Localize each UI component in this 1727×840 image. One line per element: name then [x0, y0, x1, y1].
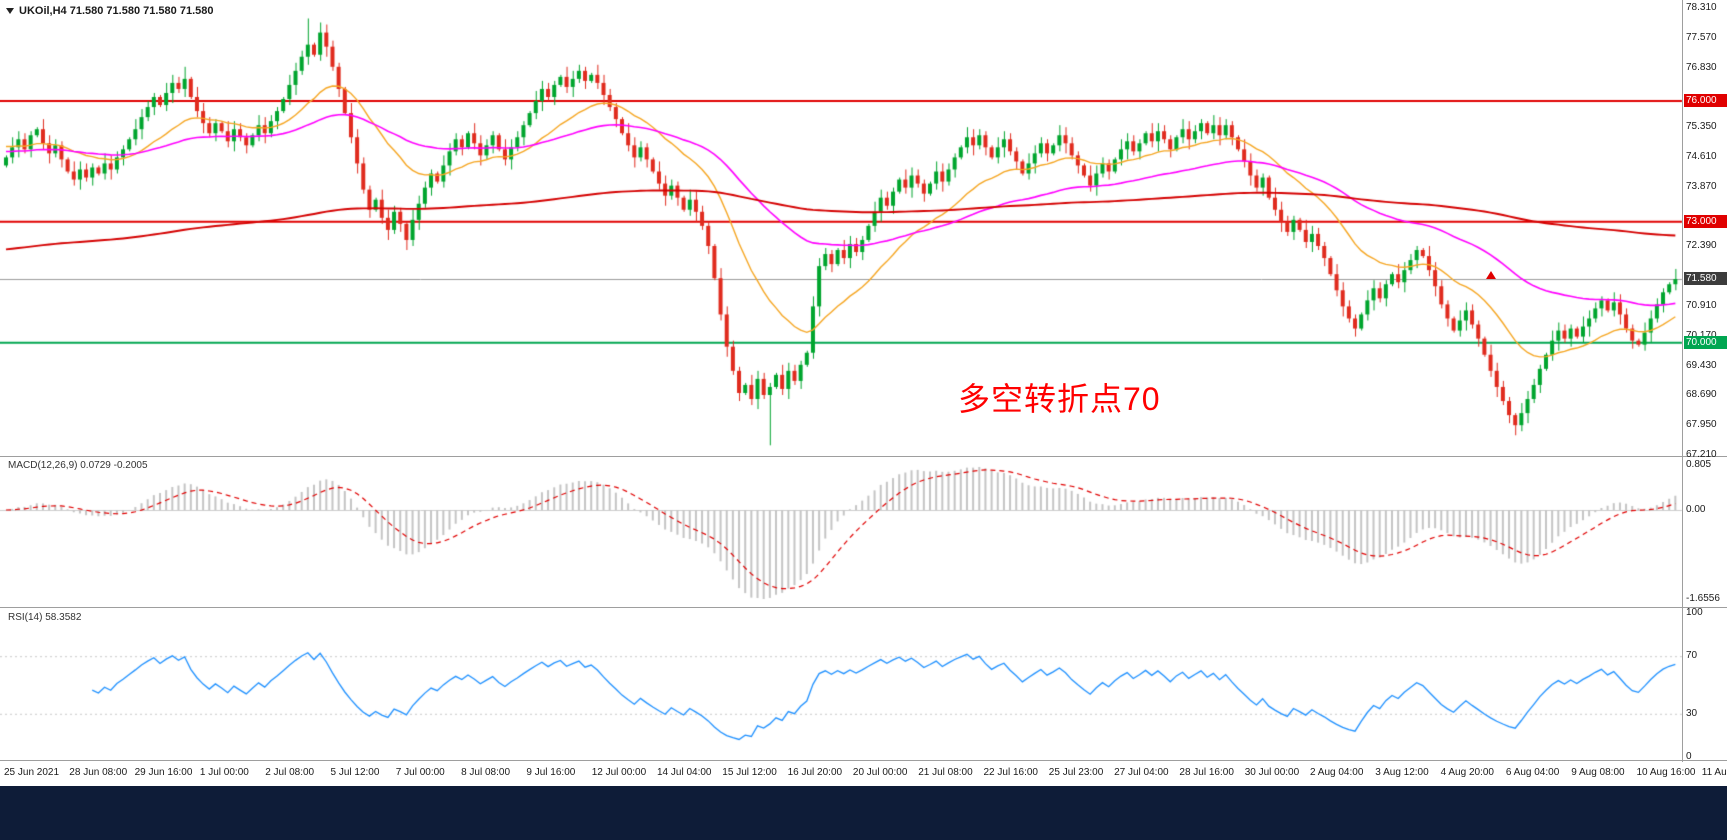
price-level-badge: 76.000: [1684, 94, 1727, 108]
time-axis-label: 10 Aug 16:00: [1636, 767, 1696, 778]
price-tick: 67.950: [1686, 419, 1717, 431]
time-axis-label: 1 Jul 00:00: [199, 767, 249, 778]
time-axis-label: 5 Jul 12:00: [330, 767, 380, 778]
price-tick: 74.610: [1686, 151, 1717, 162]
time-axis-label: 29 Jun 16:00: [134, 767, 193, 778]
time-axis-label: 21 Jul 08:00: [918, 767, 973, 778]
time-axis-label: 9 Jul 16:00: [526, 767, 576, 778]
time-axis-label: 25 Jun 2021: [4, 767, 60, 778]
price-level-badge: 73.000: [1684, 214, 1727, 228]
price-arrow-icon[interactable]: [1486, 271, 1496, 279]
panel-separator-main-macd[interactable]: [0, 456, 1727, 457]
time-axis-label: 27 Jul 04:00: [1114, 767, 1169, 778]
price-tick: 69.430: [1686, 359, 1717, 371]
chart-canvas[interactable]: [0, 0, 1727, 786]
time-axis-label: 14 Jul 04:00: [657, 767, 712, 778]
price-tick: 72.390: [1686, 240, 1717, 252]
time-axis-label: 4 Aug 20:00: [1440, 767, 1494, 778]
time-axis-label: 12 Jul 00:00: [591, 767, 647, 778]
price-tick: 68.690: [1686, 389, 1717, 401]
time-axis-label: 7 Jul 00:00: [395, 767, 445, 778]
price-axis[interactable]: 78.310 77.570 76.830 75.350 74.610 73.870 72.3…: [1684, 0, 1727, 762]
time-axis-label: 28 Jul 16:00: [1179, 767, 1234, 778]
time-axis-label: 2 Jul 08:00: [265, 767, 315, 778]
macd-axis-tick: 0.00: [1686, 504, 1706, 515]
rsi-axis-tick: 70: [1686, 650, 1698, 662]
panel-separator-rsi-dates: [0, 760, 1727, 761]
price-tick: 70.910: [1686, 300, 1717, 311]
time-axis-label: 6 Aug 04:00: [1505, 767, 1560, 778]
time-axis[interactable]: 25 Jun 2021 28 Jun 08:00 29 Jun 16:00 1 Jul…: [0, 762, 1727, 786]
panel-separator-macd-rsi[interactable]: [0, 607, 1727, 608]
time-axis-label: 16 Jul 20:00: [787, 767, 843, 778]
macd-axis-tick: -1.6556: [1686, 593, 1720, 604]
time-axis-label: 8 Jul 08:00: [461, 767, 511, 778]
price-level-badge: 70.000: [1684, 335, 1727, 349]
time-axis-label: 30 Jul 00:00: [1244, 767, 1300, 778]
price-axis-border: [1682, 0, 1683, 786]
time-axis-label: 20 Jul 00:00: [852, 767, 908, 778]
time-axis-label: 3 Aug 12:00: [1375, 767, 1429, 778]
price-tick: 73.870: [1686, 180, 1717, 192]
time-axis-label: 28 Jun 08:00: [69, 767, 128, 778]
time-axis-label: 22 Jul 16:00: [983, 767, 1039, 778]
time-axis-label: 9 Aug 08:00: [1571, 767, 1625, 778]
time-axis-label: 11 Aug 21:15: [1701, 767, 1727, 778]
price-level-badge: 71.580: [1684, 272, 1727, 286]
price-tick: 70.170: [1686, 330, 1717, 341]
price-tick: 77.570: [1686, 31, 1717, 43]
time-axis-label: 25 Jul 23:00: [1048, 767, 1104, 778]
macd-axis-tick: 0.805: [1686, 459, 1712, 470]
rsi-axis-tick: 0: [1686, 751, 1692, 762]
time-axis-label: 15 Jul 12:00: [722, 767, 777, 778]
time-axis-label: 2 Aug 04:00: [1310, 767, 1364, 778]
price-tick: 67.210: [1686, 449, 1717, 460]
price-tick: 76.830: [1686, 61, 1717, 73]
indicator-axis: 0.805 0.00 -1.6556 100 70 30 0: [1684, 0, 1727, 786]
bottom-bar: [0, 786, 1727, 840]
annotation-text[interactable]: 多空转折点70: [958, 381, 1161, 417]
rsi-axis-tick: 30: [1686, 707, 1698, 719]
price-tick: 75.350: [1686, 121, 1717, 133]
rsi-axis-tick: 100: [1686, 607, 1703, 618]
price-tick: 78.310: [1686, 2, 1717, 13]
